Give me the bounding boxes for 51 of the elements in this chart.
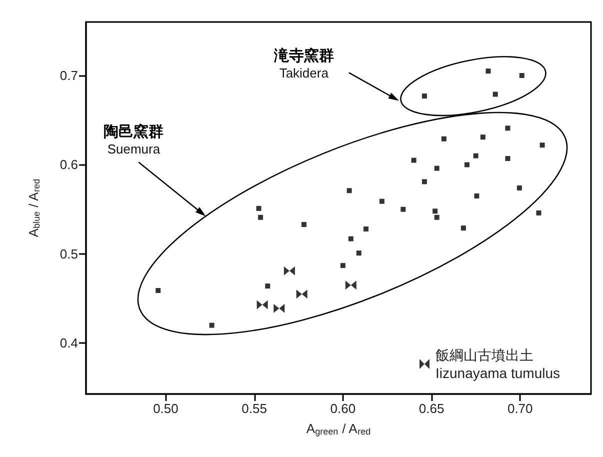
y-tick-label: 0.5 (60, 246, 78, 262)
point (209, 322, 214, 328)
point (156, 288, 161, 294)
point (345, 280, 356, 290)
x-tick-label: 0.70 (507, 401, 533, 416)
point (505, 126, 510, 131)
point (516, 185, 522, 190)
point (400, 206, 406, 212)
point (363, 226, 368, 232)
point (284, 266, 295, 276)
point (536, 210, 542, 216)
point (265, 284, 270, 289)
y-tick-label: 0.6 (60, 157, 78, 172)
legend-label: 飯綱山古墳出土 Iizunayama tumulus (435, 347, 560, 381)
point (473, 153, 478, 158)
point (346, 188, 352, 194)
point (274, 304, 285, 313)
point (340, 263, 346, 268)
point (519, 73, 524, 78)
point (460, 226, 466, 231)
point (356, 250, 362, 256)
point (379, 198, 384, 204)
point (432, 208, 438, 214)
point (474, 193, 480, 198)
point (301, 222, 306, 228)
point (480, 134, 486, 140)
x-tick-label: 0.55 (242, 401, 267, 416)
x-tick-label: 0.65 (418, 401, 444, 416)
point (441, 136, 446, 142)
point (434, 166, 440, 171)
point (540, 142, 545, 148)
x-tick-label: 0.60 (330, 401, 356, 416)
point (486, 68, 491, 74)
point (422, 179, 427, 184)
point (422, 94, 427, 99)
point (434, 214, 440, 220)
point (411, 158, 416, 163)
x-tick-label: 0.50 (153, 401, 178, 416)
point (256, 300, 268, 310)
point (296, 290, 308, 299)
annotation: 滝寺窯群 Takidera (272, 46, 334, 81)
y-tick-label: 0.7 (60, 68, 78, 84)
y-axis-title: Ablue / Ared (26, 178, 42, 238)
point (258, 214, 264, 220)
point (464, 162, 470, 168)
point (348, 236, 354, 242)
y-tick-label: 0.4 (60, 336, 78, 351)
point (492, 92, 498, 97)
annotation: 陶邑窯群 Suemura (104, 122, 164, 156)
point (256, 206, 262, 211)
point (505, 156, 510, 161)
